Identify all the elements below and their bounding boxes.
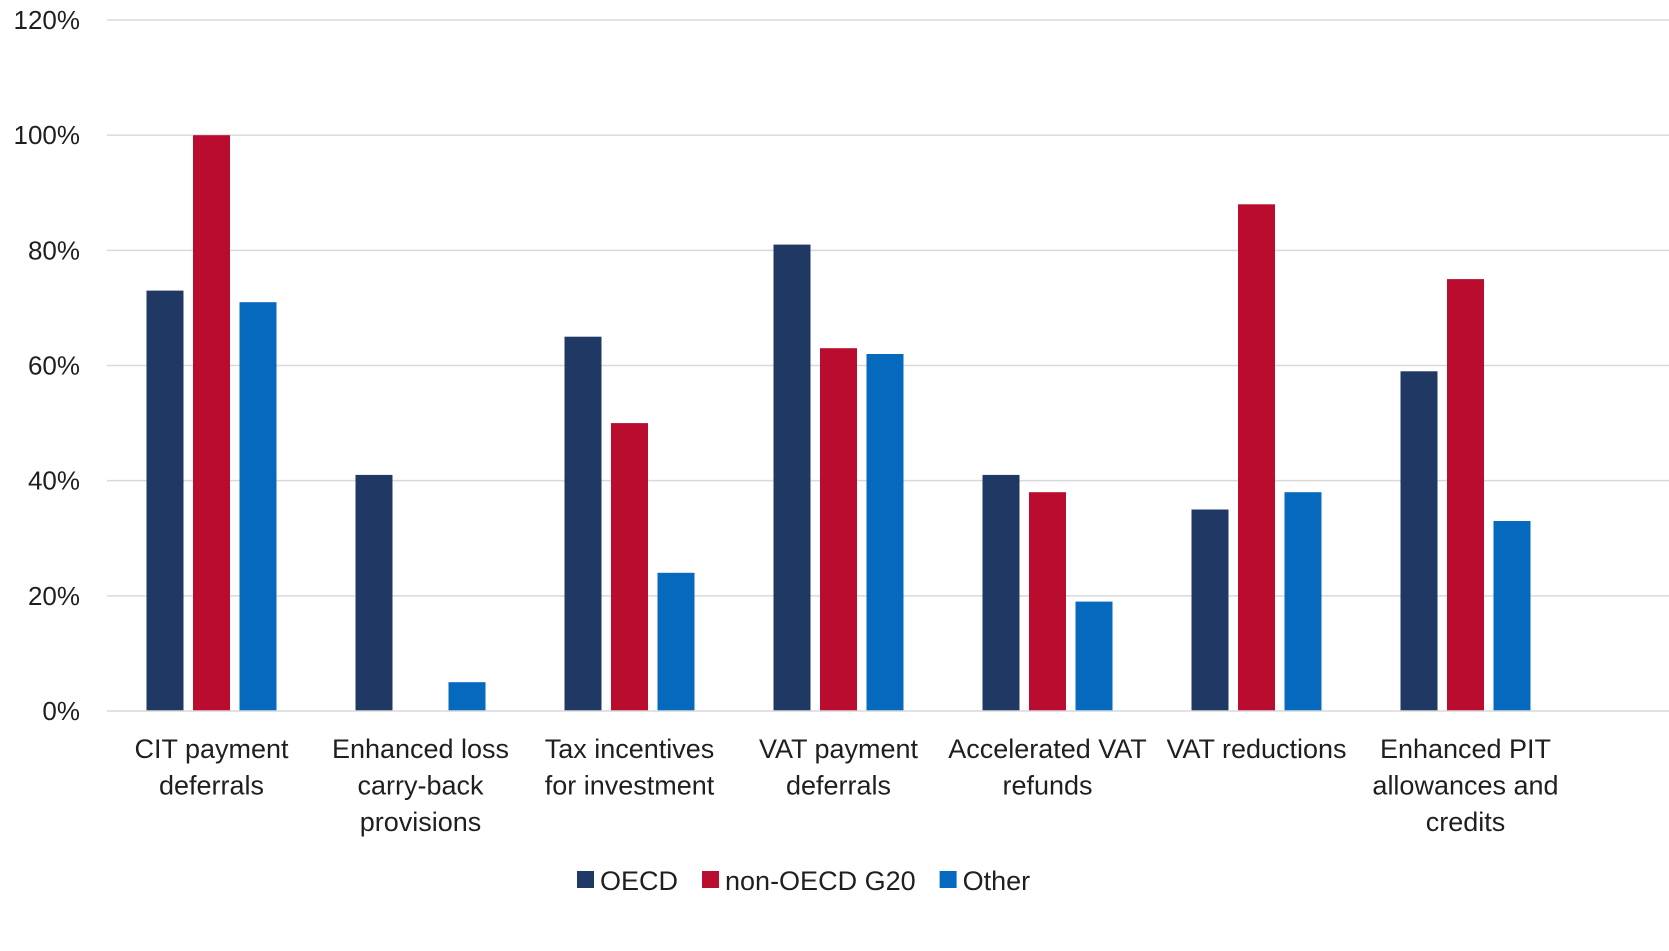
bar-oecd (773, 244, 811, 711)
y-tick-label: 40% (28, 466, 80, 496)
bar-other (1075, 601, 1113, 711)
legend-swatch (939, 871, 957, 888)
legend-label: OECD (600, 866, 678, 896)
bar-non-oecd-g20 (1029, 492, 1066, 711)
legend-swatch (577, 871, 594, 888)
bar-non-oecd-g20 (1238, 204, 1275, 712)
y-axis-ticks: 0% 20% 40% 60% 80% 100% 120% (14, 5, 81, 726)
x-category-label: Tax incentives for investment (545, 734, 715, 801)
y-tick-label: 100% (14, 120, 81, 150)
x-category-label: Enhanced PIT allowances and credits (1372, 734, 1558, 837)
legend-swatch (702, 871, 720, 888)
category-labels: CIT payment deferrals Enhanced loss carry-b… (134, 734, 1558, 837)
y-tick-label: 60% (28, 351, 80, 381)
bar-other (239, 302, 277, 711)
legend: OECD non-OECD G20 Other (577, 866, 1030, 896)
bar-non-oecd-g20 (193, 135, 230, 711)
bar-other (1284, 492, 1322, 711)
bar-oecd (1191, 509, 1229, 711)
x-category-label: CIT payment deferrals (134, 734, 289, 801)
x-category-label: Enhanced loss carry-back provisions (332, 734, 509, 837)
y-tick-label: 20% (28, 581, 80, 611)
bar-other (1493, 521, 1531, 711)
y-tick-label: 80% (28, 235, 80, 265)
bar-oecd (146, 290, 184, 711)
bar-non-oecd-g20 (1447, 279, 1484, 711)
legend-label: Other (963, 866, 1031, 896)
x-category-label: VAT reductions (1166, 734, 1346, 764)
bars (146, 135, 1531, 712)
bar-oecd (1400, 371, 1438, 711)
bar-other (448, 682, 486, 711)
bar-other (657, 572, 695, 711)
bar-non-oecd-g20 (611, 423, 648, 711)
x-category-label: VAT payment deferrals (759, 734, 919, 801)
bar-oecd (355, 474, 393, 711)
legend-label: non-OECD G20 (725, 866, 916, 896)
bar-other (866, 354, 904, 711)
bar-oecd (564, 336, 602, 711)
y-tick-label: 0% (42, 696, 80, 726)
y-tick-label: 120% (14, 5, 81, 35)
bar-non-oecd-g20 (820, 348, 857, 711)
x-category-label: Accelerated VAT refunds (948, 734, 1147, 801)
bar-oecd (982, 474, 1020, 711)
